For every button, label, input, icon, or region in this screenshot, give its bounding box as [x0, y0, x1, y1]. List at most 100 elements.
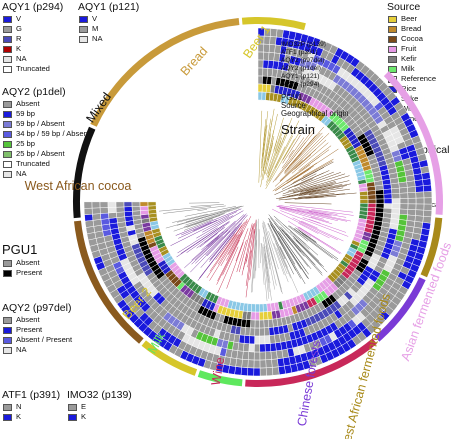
tree-branch [272, 156, 320, 192]
ring-segment [258, 303, 264, 313]
legend-item: NA [3, 54, 63, 64]
ring-segment [241, 358, 249, 368]
ring-segment [272, 60, 280, 70]
ring-segment [238, 302, 245, 312]
tree-branch [261, 129, 266, 164]
ring-segment [264, 343, 272, 353]
ring-segment [208, 301, 217, 312]
ring-segment [170, 264, 181, 274]
tree-branch [241, 225, 254, 276]
ring-segment [371, 281, 383, 292]
ring-segment [340, 89, 350, 100]
ring-segment [234, 325, 242, 336]
ring-segment [369, 72, 380, 84]
ring-segment [101, 223, 111, 232]
ring-segment [301, 309, 310, 320]
ring-segment [278, 333, 286, 343]
ring-segment [323, 41, 333, 53]
ring-segment [391, 281, 402, 292]
ring-segment [269, 84, 276, 94]
ring-segment [350, 305, 361, 317]
ring-segment [382, 212, 392, 219]
legend-swatch [3, 316, 12, 324]
ring-segment [301, 93, 309, 103]
ring-segment [148, 212, 158, 219]
ring-segment [141, 248, 152, 257]
clade-label: West African fermented foods [337, 292, 393, 439]
tree-branch [271, 208, 330, 239]
ring-segment [292, 39, 301, 50]
ring-segment [87, 237, 98, 247]
tree-branch [279, 187, 344, 199]
ring-segment [158, 274, 169, 284]
ring-segment [350, 257, 361, 266]
ring-segment [347, 133, 358, 143]
tree-branch [215, 233, 236, 260]
tree-branch [269, 138, 274, 155]
ring-segment [106, 283, 118, 294]
ring-segment [157, 259, 167, 268]
ring-segment [379, 230, 389, 239]
ring-segment [357, 178, 367, 185]
ring-segment [236, 350, 244, 360]
ring-segment [282, 29, 291, 40]
ring-segment [326, 99, 336, 110]
ring-segment [240, 318, 247, 328]
ring-segment [120, 275, 131, 286]
ring-segment [334, 265, 345, 275]
legend-item: Absent [3, 315, 72, 325]
legend-label: K [81, 412, 87, 421]
ring-segment [138, 239, 149, 248]
ring-segment [268, 92, 275, 102]
ring-segment [194, 347, 204, 358]
ring-segment [178, 272, 189, 283]
legend-label: Bread [401, 24, 422, 33]
ring-segment [245, 319, 252, 329]
tree-branch [272, 234, 299, 293]
ring-segment [398, 127, 410, 137]
ring-segment [136, 271, 147, 282]
ring-segment [332, 73, 342, 85]
tree-branch [301, 233, 339, 260]
ring-segment [268, 52, 275, 62]
tree-branch [289, 205, 353, 213]
ring-segment [196, 304, 206, 315]
ring-segment [139, 201, 149, 207]
ring-segment [203, 325, 212, 336]
ring-segment [125, 249, 136, 259]
tree-branch [295, 169, 310, 179]
clade-label: Beer 2 [120, 285, 154, 322]
ring-segment [115, 206, 125, 213]
ring-segment [389, 125, 400, 136]
ring-segment [411, 232, 422, 241]
ring-segment [269, 28, 278, 38]
ring-segment [336, 76, 347, 88]
ring-segment [325, 314, 335, 326]
ring-segment [371, 228, 381, 237]
ring-segment [366, 181, 376, 188]
tree-branch [209, 219, 248, 281]
ring-segment [321, 308, 331, 319]
tree-branch [236, 239, 247, 273]
ring-segment [363, 78, 375, 90]
tree-branch [195, 236, 224, 264]
ring-segment [307, 105, 317, 116]
legend-swatch [3, 326, 12, 334]
ring-segment [129, 238, 140, 246]
ring-segment [361, 253, 372, 262]
ring-segment [367, 299, 378, 310]
ring-segment [352, 268, 363, 278]
ring-segment [387, 286, 399, 297]
ring-segment [398, 213, 408, 221]
ring-segment [141, 263, 152, 273]
ring-segment [401, 132, 412, 142]
ring-segment [254, 327, 260, 337]
tree-branch [278, 230, 309, 275]
ring-segment [250, 311, 256, 321]
ring-segment [209, 361, 218, 372]
ring-segment [373, 264, 384, 274]
ring-segment [263, 43, 271, 53]
ring-segment [314, 46, 324, 58]
ring-segment [233, 309, 240, 319]
ring-segment [362, 281, 373, 292]
